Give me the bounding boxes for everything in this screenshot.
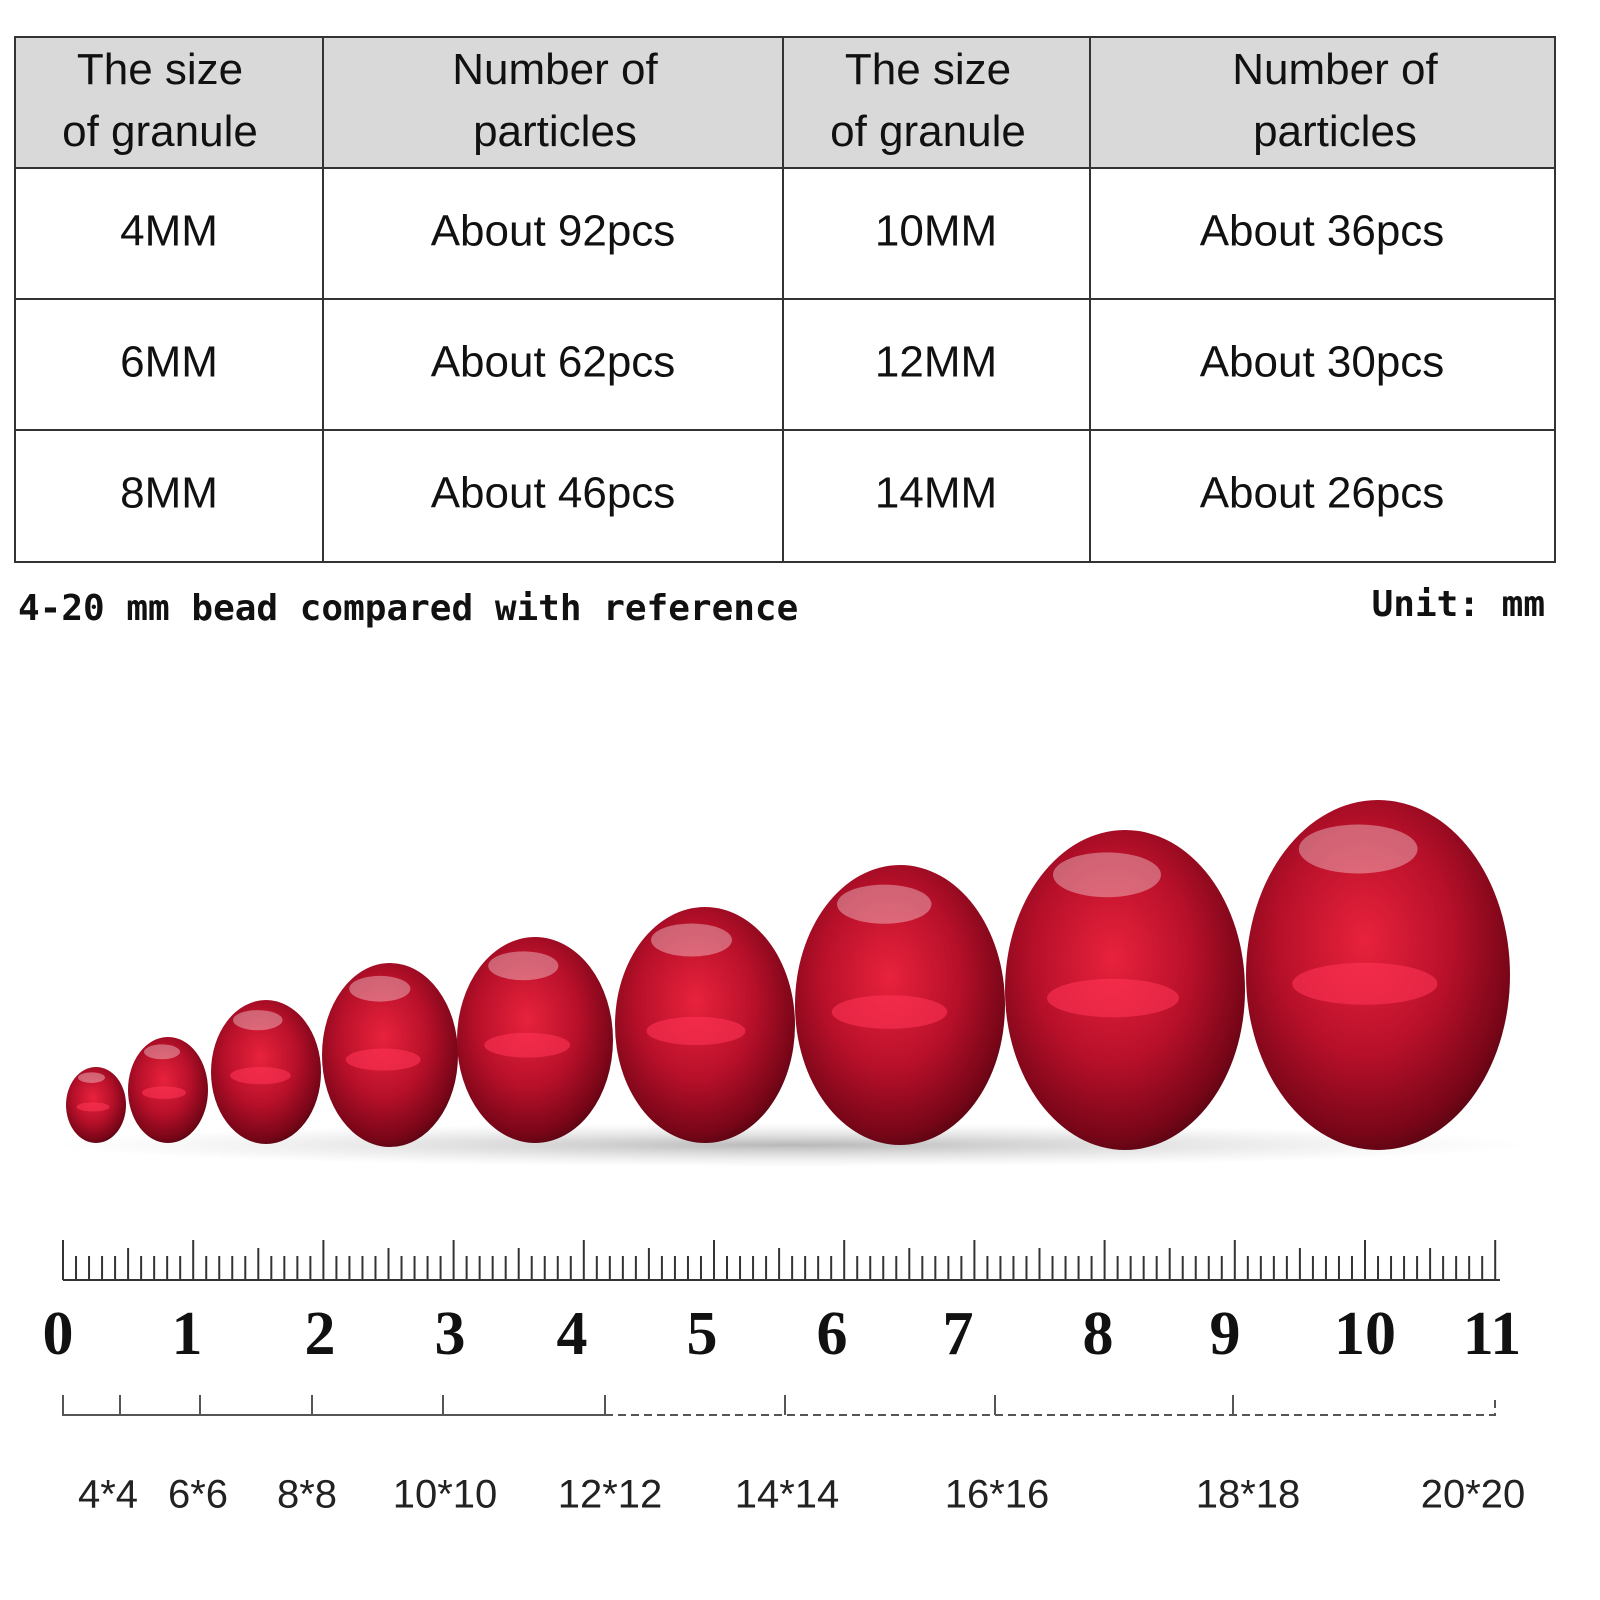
bead-highlight	[349, 975, 411, 1002]
header-cell: Number of particles	[452, 45, 658, 156]
ruler-label: 8	[1083, 1300, 1114, 1368]
size-label: 14*14	[735, 1473, 840, 1517]
ruler-label: 6	[817, 1300, 848, 1368]
bracket-dashed	[605, 1395, 1496, 1416]
size-label: 12*12	[558, 1473, 663, 1517]
ruler-label: 4	[557, 1300, 588, 1368]
table-cell: About 36pcs	[1200, 207, 1445, 256]
size-label: 20*20	[1421, 1473, 1526, 1517]
bracket	[62, 1395, 605, 1416]
bead-reflection	[1047, 978, 1179, 1018]
bead-highlight	[1053, 852, 1161, 898]
table-cell: About 46pcs	[431, 469, 676, 518]
bead-highlight	[837, 884, 932, 924]
bead-highlight	[488, 951, 559, 981]
bead-highlight	[651, 923, 732, 957]
header-cell: The size of granule	[62, 45, 258, 156]
bead-highlight	[144, 1044, 180, 1060]
table-cell: 4MM	[120, 207, 218, 256]
size-label: 4*4	[78, 1473, 138, 1517]
bead-highlight	[78, 1072, 105, 1083]
table-header-bg	[15, 37, 1555, 168]
header-cell: The size of granule	[830, 45, 1026, 156]
ruler-label: 7	[943, 1300, 974, 1368]
ruler-label: 0	[43, 1300, 74, 1368]
size-label: 6*6	[168, 1473, 228, 1517]
size-label: 8*8	[277, 1473, 337, 1517]
bead-highlight	[233, 1010, 283, 1031]
ruler-label: 9	[1210, 1300, 1241, 1368]
size-label: 18*18	[1196, 1473, 1301, 1517]
ruler-label: 5	[687, 1300, 718, 1368]
bead-reflection	[76, 1102, 110, 1112]
bead-reflection	[230, 1066, 291, 1085]
ruler-label: 1	[172, 1300, 203, 1368]
ruler-label: 10	[1334, 1300, 1396, 1368]
bead-highlight	[1298, 824, 1418, 874]
table-cell: About 26pcs	[1200, 469, 1445, 518]
table-cell: About 62pcs	[431, 338, 676, 387]
table-cell: 10MM	[875, 207, 997, 256]
table-cell: 6MM	[120, 338, 218, 387]
table-cell: 8MM	[120, 469, 218, 518]
table-cell: About 92pcs	[431, 207, 676, 256]
header-cell: Number of particles	[1232, 45, 1438, 156]
size-label: 10*10	[393, 1473, 498, 1517]
ruler-label: 11	[1463, 1300, 1522, 1368]
ruler-label: 2	[305, 1300, 336, 1368]
caption: 4-20 mm bead compared with reference	[18, 588, 798, 629]
bead-reflection	[646, 1016, 746, 1046]
table-cell: About 30pcs	[1200, 338, 1445, 387]
bead-reflection	[142, 1086, 186, 1100]
bead-reflection	[831, 995, 948, 1029]
table-cell: 14MM	[875, 469, 997, 518]
ruler-label: 3	[435, 1300, 466, 1368]
bead-reflection	[1292, 962, 1438, 1005]
bead-reflection	[345, 1048, 421, 1071]
table-cell: 12MM	[875, 338, 997, 387]
size-label: 16*16	[945, 1473, 1050, 1517]
bead-reflection	[484, 1032, 571, 1058]
table-grid	[14, 36, 1556, 563]
unit: Unit: mm	[1372, 584, 1545, 625]
